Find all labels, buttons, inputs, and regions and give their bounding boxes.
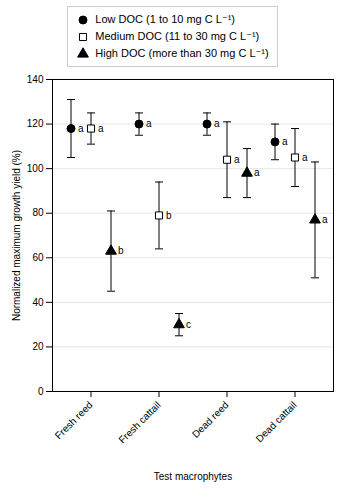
html-text:High DOC (more than 30 mg C L⁻: High DOC (more than 30 mg C L⁻¹) [95,47,269,59]
svg-text:Fresh cattail: Fresh cattail [116,399,162,445]
svg-text:b: b [166,210,172,221]
svg-text:100: 100 [27,163,44,174]
svg-text:a: a [78,123,84,134]
svg-text:80: 80 [32,207,44,218]
svg-text:Fresh reed: Fresh reed [53,399,95,441]
svg-text:c: c [186,319,191,330]
svg-text:a: a [302,152,308,163]
svg-text:40: 40 [32,297,44,308]
svg-text:a: a [234,154,240,165]
svg-text:a: a [146,118,152,129]
html-text:Medium DOC (11 to 30 mg C L⁻¹): Medium DOC (11 to 30 mg C L⁻¹) [95,30,260,42]
svg-text:20: 20 [32,341,44,352]
svg-text:Dead reed: Dead reed [190,399,231,440]
svg-text:Dead cattail: Dead cattail [254,399,299,444]
svg-text:Normalized maximum growth yiel: Normalized maximum growth yield (%) [11,150,22,321]
html-text:Low DOC (1 to 10 mg C L⁻¹): Low DOC (1 to 10 mg C L⁻¹) [95,13,235,25]
svg-text:120: 120 [27,118,44,129]
svg-text:a: a [322,214,328,225]
svg-text:0: 0 [38,386,44,397]
svg-text:a: a [282,136,288,147]
svg-text:a: a [98,123,104,134]
svg-text:a: a [214,118,220,129]
svg-text:60: 60 [32,252,44,263]
svg-text:140: 140 [27,74,44,85]
svg-text:a: a [254,167,260,178]
svg-text:Test macrophytes: Test macrophytes [154,471,232,482]
svg-text:b: b [118,245,124,256]
